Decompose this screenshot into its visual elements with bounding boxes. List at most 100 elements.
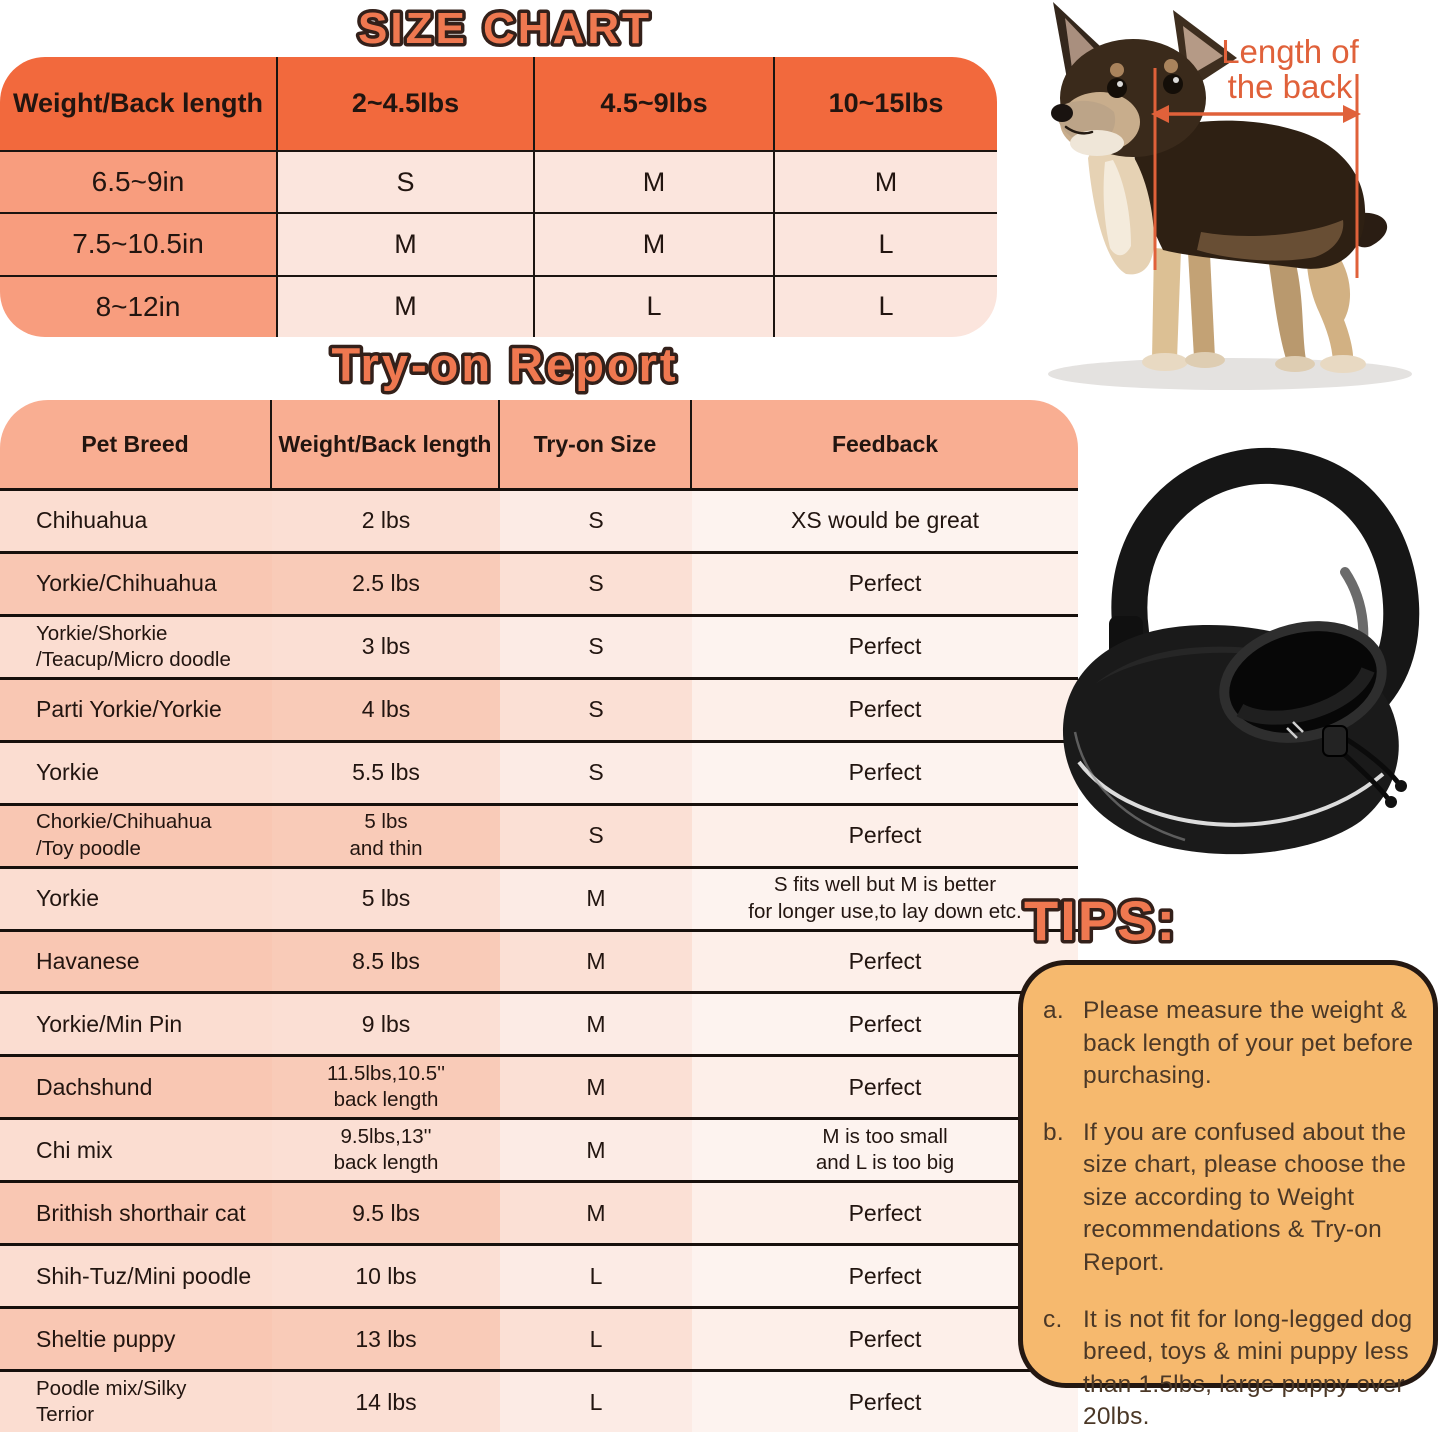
- size-chart-table: Weight/Back length 2~4.5lbs 4.5~9lbs 10~15l…: [0, 57, 997, 337]
- back-length-annotation: Length of the back: [1205, 34, 1375, 105]
- size-chart-header-cell: 2~4.5lbs: [278, 57, 535, 150]
- tryon-weight-cell: 9.5 lbs: [272, 1180, 500, 1244]
- tryon-size-cell: L: [500, 1306, 692, 1370]
- back-length-annotation-line1: Length of: [1221, 33, 1359, 70]
- tryon-weight-cell: 9 lbs: [272, 991, 500, 1055]
- size-chart-cell: M: [535, 150, 775, 213]
- size-chart-row-label: 6.5~9in: [0, 150, 278, 213]
- tryon-size-cell: M: [500, 991, 692, 1055]
- tryon-size-cell: L: [500, 1243, 692, 1307]
- tryon-weight-cell: 3 lbs: [272, 613, 500, 677]
- tryon-size-cell: M: [500, 928, 692, 992]
- size-chart-cell: L: [535, 274, 775, 337]
- tryon-breed-cell: Sheltie puppy: [0, 1306, 272, 1370]
- tryon-breed-cell: Chihuahua: [0, 488, 272, 551]
- size-chart-cell: M: [535, 212, 775, 275]
- tryon-breed-cell: Chorkie/Chihuahua/Toy poodle: [0, 802, 272, 866]
- sling-bag-image: [1062, 447, 1420, 855]
- dog-photo: [1048, 2, 1412, 390]
- tryon-weight-cell: 2 lbs: [272, 488, 500, 551]
- tryon-size-cell: S: [500, 488, 692, 551]
- tryon-size-cell: S: [500, 550, 692, 614]
- tryon-weight-cell: 5.5 lbs: [272, 739, 500, 803]
- tryon-report-title-art: Try-on Report: [328, 335, 679, 395]
- tryon-feedback-cell: Perfect: [692, 1306, 1078, 1370]
- tryon-weight-cell: 11.5lbs,10.5'' back length: [272, 1054, 500, 1118]
- tryon-breed-cell: Yorkie/Shorkie/Teacup/Micro doodle: [0, 613, 272, 677]
- tryon-weight-cell: 9.5lbs,13'' back length: [272, 1117, 500, 1181]
- tryon-breed-cell: Yorkie: [0, 739, 272, 803]
- tryon-breed-cell: Brithish shorthair cat: [0, 1180, 272, 1244]
- size-chart-cell: S: [278, 150, 535, 213]
- size-chart-cell: L: [775, 274, 997, 337]
- tryon-size-cell: S: [500, 676, 692, 740]
- tryon-weight-cell: 13 lbs: [272, 1306, 500, 1370]
- tryon-feedback-cell: Perfect: [692, 802, 1078, 866]
- tryon-weight-cell: 4 lbs: [272, 676, 500, 740]
- tryon-weight-cell: 14 lbs: [272, 1369, 500, 1432]
- tip-text-a: Please measure the weight & back length …: [1083, 997, 1414, 1090]
- tip-item-a: a. Please measure the weight & back leng…: [1043, 995, 1421, 1093]
- tips-title-art: TIPS:: [1021, 886, 1179, 956]
- tryon-size-cell: M: [500, 1054, 692, 1118]
- tryon-feedback-cell: Perfect: [692, 550, 1078, 614]
- tip-item-c: c. It is not fit for long-legged dog bre…: [1043, 1304, 1421, 1432]
- tip-label-b: b.: [1043, 1118, 1064, 1146]
- tryon-feedback-cell: Perfect: [692, 991, 1078, 1055]
- tryon-size-cell: S: [500, 802, 692, 866]
- size-chart-row-label: 8~12in: [0, 274, 278, 337]
- tryon-breed-cell: Chi mix: [0, 1117, 272, 1181]
- tryon-feedback-cell: Perfect: [692, 1180, 1078, 1244]
- tryon-header-cell: Weight/Back length: [272, 400, 500, 488]
- tryon-header-cell: Feedback: [692, 400, 1078, 488]
- size-chart-title-art: SIZE CHART: [355, 1, 653, 57]
- tips-box: a. Please measure the weight & back leng…: [1018, 960, 1438, 1430]
- tryon-weight-cell: 2.5 lbs: [272, 550, 500, 614]
- tip-label-a: a.: [1043, 997, 1064, 1024]
- tryon-feedback-cell: M is too small and L is too big: [692, 1117, 1078, 1181]
- tryon-feedback-cell: Perfect: [692, 1243, 1078, 1307]
- back-length-annotation-line2: the back: [1227, 68, 1353, 106]
- tryon-breed-cell: Havanese: [0, 928, 272, 992]
- tryon-breed-cell: Dachshund: [0, 1054, 272, 1118]
- size-chart-header-cell: 4.5~9lbs: [535, 57, 775, 150]
- back-length-measure: [1153, 68, 1359, 278]
- size-chart-cell: M: [775, 150, 997, 213]
- tryon-breed-cell: Parti Yorkie/Yorkie: [0, 676, 272, 740]
- tip-text-c: It is not fit for long-legged dog breed,…: [1083, 1305, 1413, 1431]
- tryon-header-cell: Pet Breed: [0, 400, 272, 488]
- tryon-report-title: Try-on Report: [331, 338, 678, 391]
- size-chart-row-label: 7.5~10.5in: [0, 212, 278, 275]
- tryon-size-cell: M: [500, 1117, 692, 1181]
- tryon-feedback-cell: Perfect: [692, 1369, 1078, 1432]
- tryon-size-cell: M: [500, 1180, 692, 1244]
- size-chart-cell: M: [278, 274, 535, 337]
- tryon-breed-cell: Shih-Tuz/Mini poodle: [0, 1243, 272, 1307]
- tryon-weight-cell: 5 lbs: [272, 865, 500, 929]
- tryon-size-cell: M: [500, 865, 692, 929]
- tryon-breed-cell: Yorkie: [0, 865, 272, 929]
- tryon-feedback-cell: Perfect: [692, 1054, 1078, 1118]
- tryon-size-cell: L: [500, 1369, 692, 1432]
- tryon-feedback-cell: S fits well but M is better for longer us…: [692, 865, 1078, 929]
- tryon-breed-cell: Yorkie/Chihuahua: [0, 550, 272, 614]
- size-chart-cell: L: [775, 212, 997, 275]
- tip-item-b: b. If you are confused about the size ch…: [1043, 1117, 1421, 1280]
- tryon-size-cell: S: [500, 613, 692, 677]
- size-chart-cell: M: [278, 212, 535, 275]
- tryon-feedback-cell: Perfect: [692, 739, 1078, 803]
- tryon-feedback-cell: Perfect: [692, 676, 1078, 740]
- tryon-feedback-cell: Perfect: [692, 613, 1078, 677]
- tryon-feedback-cell: XS would be great: [692, 488, 1078, 551]
- size-chart-header-cell: 10~15lbs: [775, 57, 997, 150]
- size-chart-header-cell: Weight/Back length: [0, 57, 278, 150]
- size-chart-title: SIZE CHART: [358, 4, 652, 53]
- tryon-breed-cell: Yorkie/Min Pin: [0, 991, 272, 1055]
- tryon-size-cell: S: [500, 739, 692, 803]
- tryon-weight-cell: 10 lbs: [272, 1243, 500, 1307]
- tryon-breed-cell: Poodle mix/Silky Terrior: [0, 1369, 272, 1432]
- tryon-feedback-cell: Perfect: [692, 928, 1078, 992]
- tip-text-b: If you are confused about the size chart…: [1083, 1118, 1407, 1277]
- tips-title: TIPS:: [1024, 889, 1177, 952]
